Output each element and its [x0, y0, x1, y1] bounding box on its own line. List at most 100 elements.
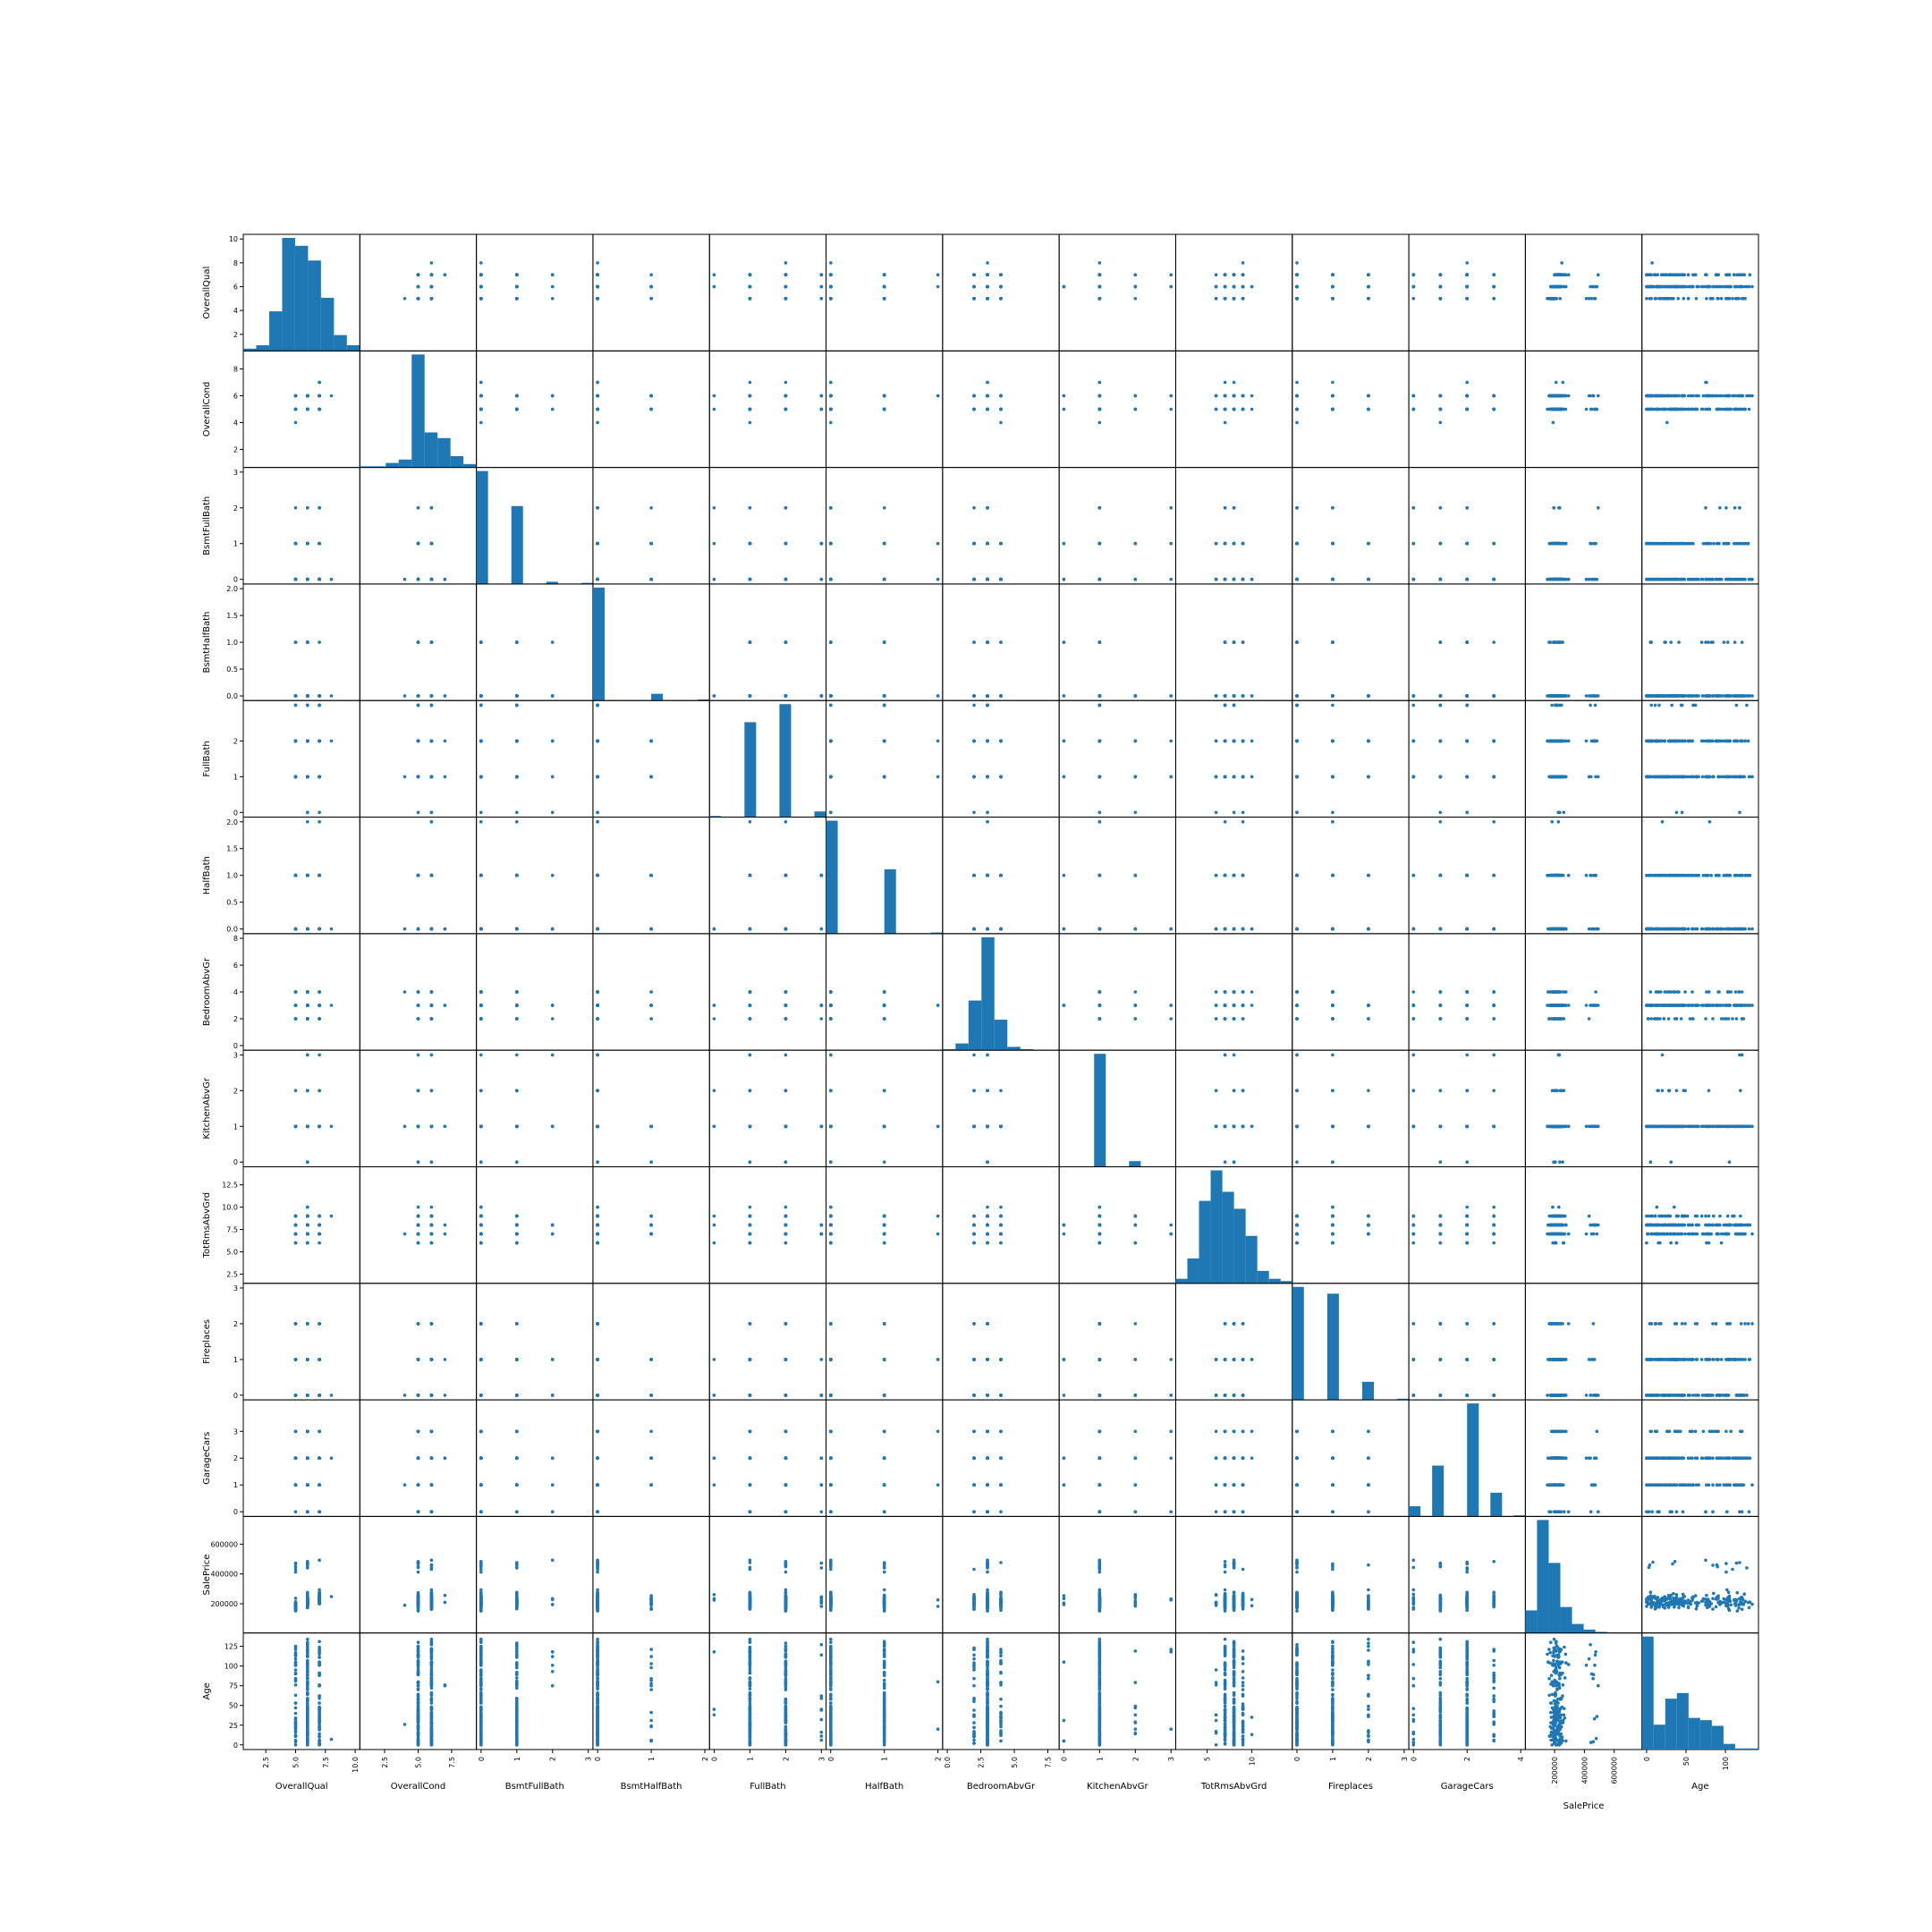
- scatter-point: [1098, 273, 1102, 276]
- scatter-point: [1233, 285, 1236, 289]
- scatter-point: [883, 273, 886, 276]
- scatter-point: [1331, 297, 1335, 301]
- scatter-point: [1492, 297, 1496, 301]
- scatter-point: [713, 273, 716, 276]
- scatter-point: [986, 297, 989, 301]
- panel-OverallQual-vs-TotRmsAbvGrd: [1175, 234, 1292, 351]
- hist-bar: [321, 298, 334, 351]
- scatter-point: [986, 273, 989, 276]
- panel-frame: [826, 234, 943, 351]
- scatter-point: [1224, 285, 1227, 289]
- scatter-point: [936, 273, 940, 276]
- scatter-point: [551, 297, 555, 301]
- scatter-point: [1367, 285, 1370, 289]
- scatter-point: [515, 285, 519, 289]
- scatter-point: [1412, 273, 1416, 276]
- scatter-point: [820, 273, 824, 276]
- panel-frame: [360, 234, 476, 351]
- hist-bar: [308, 260, 320, 351]
- scatter-point: [829, 261, 833, 265]
- scatter-point: [649, 297, 653, 301]
- scatter-point: [829, 273, 833, 276]
- scatter-point: [596, 261, 599, 265]
- scatter-point: [713, 285, 716, 289]
- scatter-point: [999, 273, 1003, 276]
- scatter-point: [479, 261, 483, 265]
- panel-frame: [709, 234, 826, 351]
- panel-OverallQual-vs-OverallQual: [243, 234, 360, 351]
- scatter-point: [1215, 297, 1218, 301]
- scatter-point: [1241, 273, 1245, 276]
- panel-OverallQual-vs-KitchenAbvGr: [1059, 234, 1175, 351]
- scatter-point: [444, 273, 447, 276]
- scatter-point: [596, 273, 599, 276]
- scatter-point: [784, 273, 788, 276]
- hist-bar: [334, 335, 346, 352]
- scatter-point: [1215, 273, 1218, 276]
- scatter-point: [986, 261, 989, 265]
- scatter-point: [1295, 273, 1299, 276]
- panel-frame: [1175, 234, 1292, 351]
- scatter-point: [972, 285, 976, 289]
- scatter-point: [1367, 297, 1370, 301]
- scatter-point: [1063, 285, 1066, 289]
- scatter-point: [986, 285, 989, 289]
- hist-bar: [269, 311, 282, 351]
- scatter-point: [936, 285, 940, 289]
- scatter-point: [479, 273, 483, 276]
- scatter-point: [972, 297, 976, 301]
- scatter-point: [883, 297, 886, 301]
- panel-frame: [1292, 234, 1409, 351]
- panel-OverallQual-vs-Fireplaces: [1292, 234, 1409, 351]
- scatter-point: [430, 285, 434, 289]
- scatter-point: [1465, 261, 1469, 265]
- scatter-point: [1215, 285, 1218, 289]
- panel-OverallQual-vs-FullBath: [709, 234, 826, 351]
- scatter-point: [417, 273, 420, 276]
- scatter-point: [1492, 273, 1496, 276]
- scatter-point: [551, 273, 555, 276]
- hist-bar: [282, 238, 294, 351]
- scatter-point: [1098, 297, 1102, 301]
- scatter-point: [749, 297, 752, 301]
- scatter-point: [515, 273, 519, 276]
- scatter-point: [784, 261, 788, 265]
- scatter-point: [479, 297, 483, 301]
- scatter-point: [820, 285, 824, 289]
- scatter-point: [1134, 285, 1138, 289]
- scatter-point: [1169, 285, 1173, 289]
- scatter-point: [999, 285, 1003, 289]
- scatter-point: [551, 285, 555, 289]
- scatter-point: [417, 297, 420, 301]
- scatter-point: [883, 285, 886, 289]
- panel-frame: [477, 234, 593, 351]
- scatter-point: [1098, 285, 1102, 289]
- scatter-point: [1295, 285, 1299, 289]
- scatter-point: [1241, 285, 1245, 289]
- scatter-point: [649, 285, 653, 289]
- scatter-point: [417, 285, 420, 289]
- scatter-point: [784, 285, 788, 289]
- scatter-point: [829, 297, 833, 301]
- panel-OverallQual-vs-OverallCond: [360, 234, 476, 351]
- scatter-point: [972, 273, 976, 276]
- panel-OverallQual-vs-BedroomAbvGr: [943, 234, 1059, 351]
- scatter-point: [1367, 273, 1370, 276]
- panel-OverallQual-vs-GarageCars: [1409, 234, 1525, 351]
- scatter-point: [1250, 285, 1254, 289]
- scatter-point: [479, 285, 483, 289]
- scatter-point: [1439, 273, 1443, 276]
- scatter-point: [430, 261, 434, 265]
- scatter-point: [1241, 261, 1245, 265]
- scatter-point: [749, 285, 752, 289]
- scatter-point: [1241, 297, 1245, 301]
- scatter-point: [1233, 297, 1236, 301]
- panel-frame: [943, 234, 1059, 351]
- scatter-point: [1412, 285, 1416, 289]
- scatter-point: [1169, 273, 1173, 276]
- scatter-point: [820, 297, 824, 301]
- scatter-point: [1439, 297, 1443, 301]
- scatter-point: [1233, 273, 1236, 276]
- scatter-point: [1412, 297, 1416, 301]
